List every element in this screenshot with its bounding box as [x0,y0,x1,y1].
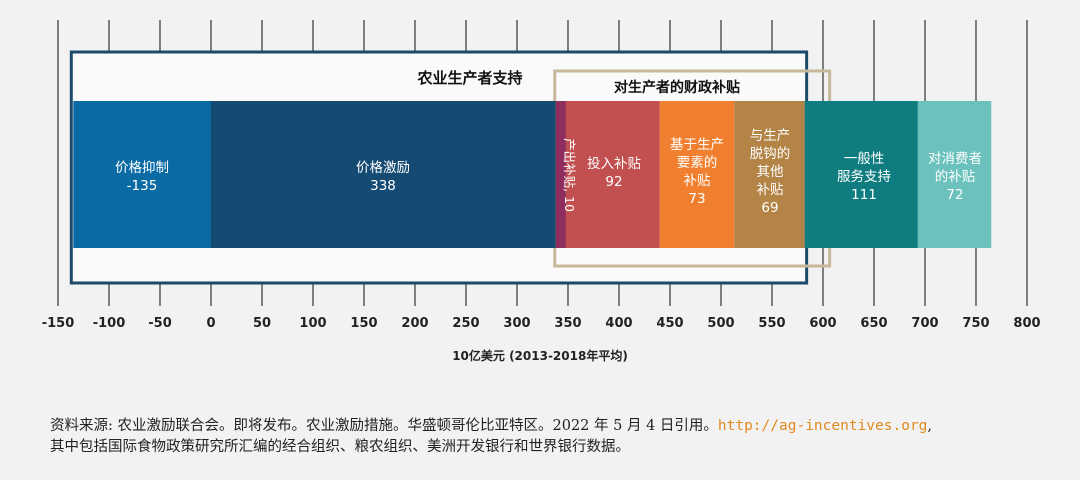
input-subsidy-label: 投入补贴 [587,156,641,172]
bar-chart: 农业生产者支持 对生产者的财政补贴 价格抑制 -135 价格激励 338 产出补… [42,20,1041,363]
x-tick-label: 300 [503,316,530,331]
x-tick-label: 0 [206,316,215,331]
input-subsidy-value: 92 [605,174,622,190]
general-services-value: 111 [851,187,877,203]
x-tick-label: 100 [299,316,326,331]
x-tick-label: -100 [93,316,126,331]
bar-segment [917,101,992,248]
source-text: 资料来源: 农业激励联合会。即将发布。农业激励措施。华盛顿哥伦比亚特区。2022… [50,418,718,434]
factor-subsidy-value: 73 [688,191,705,207]
output-subsidy-label: 产出补贴, 10 [562,138,577,212]
bar-segment [211,101,556,248]
x-tick-label: 650 [860,316,887,331]
bar-segment [734,101,805,248]
source-link[interactable]: http://ag-incentives.org [717,418,928,434]
bar-segment [659,101,735,248]
x-tick-label: 400 [605,316,632,331]
consumer-subsidy-label-1: 对消费者 [928,151,982,167]
x-tick-label: -50 [148,316,172,331]
decoupled-subsidy-label-4: 补贴 [757,182,784,198]
x-tick-label: 200 [401,316,428,331]
x-tick-label: 500 [707,316,734,331]
x-tick-labels: -150 -100 -50 0 50 100 150 200 250 300 350 400 450 50… [42,316,1041,331]
decoupled-subsidy-value: 69 [761,200,778,216]
source-text-2: 其中包括国际食物政策研究所汇编的经合组织、粮农组织、美洲开发银行和世界银行数据。 [50,439,630,455]
x-tick-label: 750 [962,316,989,331]
x-tick-label: -150 [42,316,75,331]
price-incentive-label: 价格激励 [356,160,410,176]
x-tick-label: 600 [809,316,836,331]
producer-support-label: 农业生产者支持 [416,69,522,87]
x-axis-label: 10亿美元 (2013-2018年平均) [452,348,628,363]
x-tick-label: 550 [758,316,785,331]
factor-subsidy-label-3: 补贴 [684,173,711,189]
price-suppression-label: 价格抑制 [115,160,169,176]
bar-segment [565,101,660,248]
factor-subsidy-label-2: 要素的 [677,155,718,171]
bar-segment [804,101,918,248]
factor-subsidy-label-1: 基于生产 [670,136,724,153]
general-services-label-2: 服务支持 [837,169,891,185]
fiscal-subsidy-label: 对生产者的财政补贴 [614,79,740,96]
x-tick-label: 350 [554,316,581,331]
price-incentive-value: 338 [370,178,396,194]
decoupled-subsidy-label-2: 脱钩的 [750,146,791,162]
x-tick-label: 50 [253,316,271,331]
consumer-subsidy-label-2: 的补贴 [935,169,976,185]
bars [73,101,992,248]
x-tick-label: 450 [656,316,683,331]
source-comma: , [927,418,933,434]
general-services-label-1: 一般性 [844,151,885,167]
price-suppression-value: -135 [127,178,158,194]
source-note: 资料来源: 农业激励联合会。即将发布。农业激励措施。华盛顿哥伦比亚特区。2022… [50,416,1060,458]
consumer-subsidy-value: 72 [946,187,963,203]
x-tick-label: 250 [452,316,479,331]
x-tick-label: 700 [911,316,938,331]
bar-segment [73,101,211,248]
x-tick-label: 150 [350,316,377,331]
bar-segment [555,101,566,248]
x-tick-label: 800 [1013,316,1040,331]
decoupled-subsidy-label-3: 其他 [757,164,784,180]
decoupled-subsidy-label-1: 与生产 [750,128,791,144]
